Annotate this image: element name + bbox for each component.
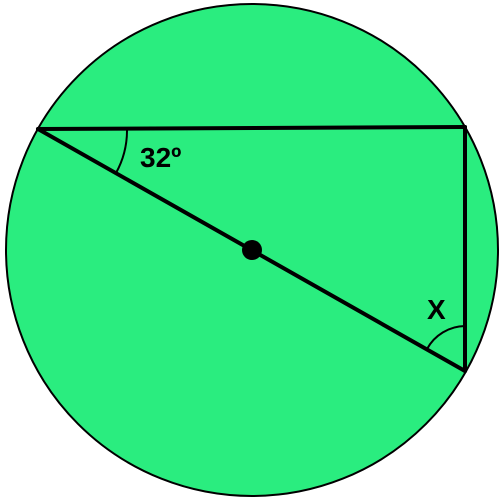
geometry-diagram: 32º X <box>0 0 503 500</box>
diagram-canvas <box>0 0 503 500</box>
angle-label-x: X <box>427 294 446 326</box>
angle-label-32: 32º <box>140 142 181 174</box>
